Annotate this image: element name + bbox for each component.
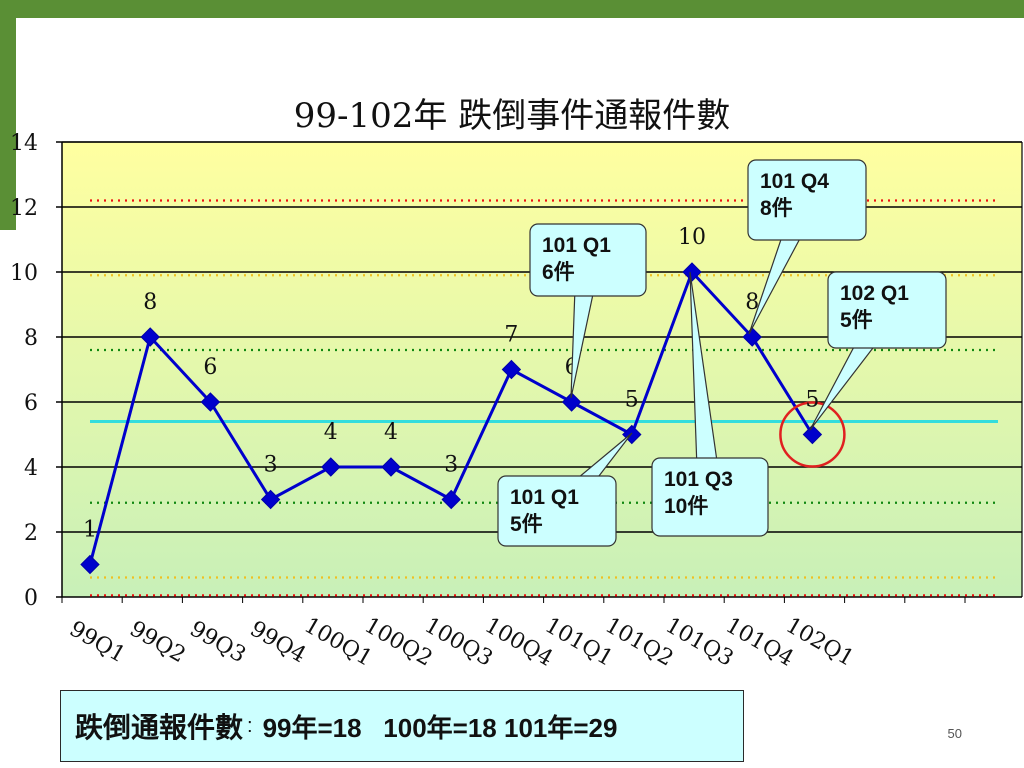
data-label: 8 [745,290,759,315]
data-label: 10 [678,225,706,250]
y-tick-label: 2 [24,521,38,546]
x-tick-label: 100Q4 [480,613,557,672]
x-tick-label: 101Q1 [541,613,618,672]
data-label: 3 [444,453,458,478]
data-point-marker [321,457,341,477]
line-chart: 0246810121499Q199Q299Q399Q4100Q1100Q2100… [10,131,1023,672]
callout-box [827,271,947,349]
data-label: 8 [143,290,157,315]
callout: 101 Q4 8件 [747,159,867,335]
callout-text: 102 Q1 [840,282,909,305]
callout: 101 Q1 6件 [529,223,647,399]
data-label: 5 [625,388,639,413]
data-label: 7 [504,323,518,348]
callout-box [747,159,867,241]
data-point-marker [200,392,221,412]
data-point-marker [140,327,160,347]
data-point-marker [561,392,582,412]
x-tick-label: 99Q1 [65,617,129,669]
x-tick-label: 99Q3 [185,617,249,669]
y-tick-label: 14 [10,131,38,156]
data-point-marker [260,489,281,510]
x-tick-label: 100Q3 [420,613,497,672]
callout-text: 5件 [840,309,873,332]
data-point-marker [501,359,522,380]
data-label: 5 [805,388,819,413]
callout: 101 Q1 5件 [497,432,633,547]
x-tick-label: 101Q3 [661,613,738,672]
x-tick-label: 101Q4 [721,613,798,672]
x-tick-label: 101Q2 [601,613,678,672]
y-tick-label: 12 [10,196,38,221]
data-point-marker [682,262,702,282]
y-tick-label: 4 [24,456,38,481]
callout-text: 101 Q1 [542,234,611,257]
x-tick-label: 100Q2 [360,613,437,672]
callout-text: 5件 [510,513,543,536]
data-point-marker [802,424,823,445]
summary-box: 跌倒通報件數:99年=18 100年=18 101年=29 [60,690,744,762]
y-tick-label: 0 [24,586,38,611]
callout-text: 101 Q4 [760,170,829,193]
page-number: 50 [947,726,962,741]
x-tick-label: 99Q2 [125,617,189,669]
data-label: 4 [324,420,338,445]
data-label: 6 [203,355,217,380]
y-tick-label: 6 [24,391,38,416]
data-point-marker [441,489,461,510]
callout-box [497,475,617,547]
summary-colon: : [247,714,253,737]
data-point-marker [381,457,401,477]
callout-text: 101 Q3 [664,468,733,491]
data-point-marker [742,327,762,347]
x-tick-label: 102Q1 [781,613,858,672]
header-band-edge [0,150,16,230]
highlight-circle [779,401,846,468]
y-tick-label: 8 [24,326,38,351]
callout-text: 6件 [542,261,575,284]
callout-box [651,457,769,537]
callout-text: 101 Q1 [510,486,579,509]
data-label: 4 [384,420,398,445]
chart-title: 99-102年 跌倒事件通報件數 [293,96,731,136]
data-point-marker [80,554,100,575]
x-tick-label: 99Q4 [246,617,310,669]
callout: 102 Q1 5件 [809,271,947,431]
data-label: 1 [83,518,97,543]
y-tick-label: 10 [10,261,38,286]
callout-box [529,223,647,297]
callout-text: 8件 [760,197,793,220]
callout: 101 Q3 10件 [651,271,769,537]
callout-text: 10件 [664,495,708,518]
data-label: 3 [264,453,278,478]
summary-lead: 跌倒通報件數 [75,712,244,743]
x-tick-label: 100Q1 [300,613,377,672]
summary-text: 99年=18 100年=18 101年=29 [262,712,618,743]
